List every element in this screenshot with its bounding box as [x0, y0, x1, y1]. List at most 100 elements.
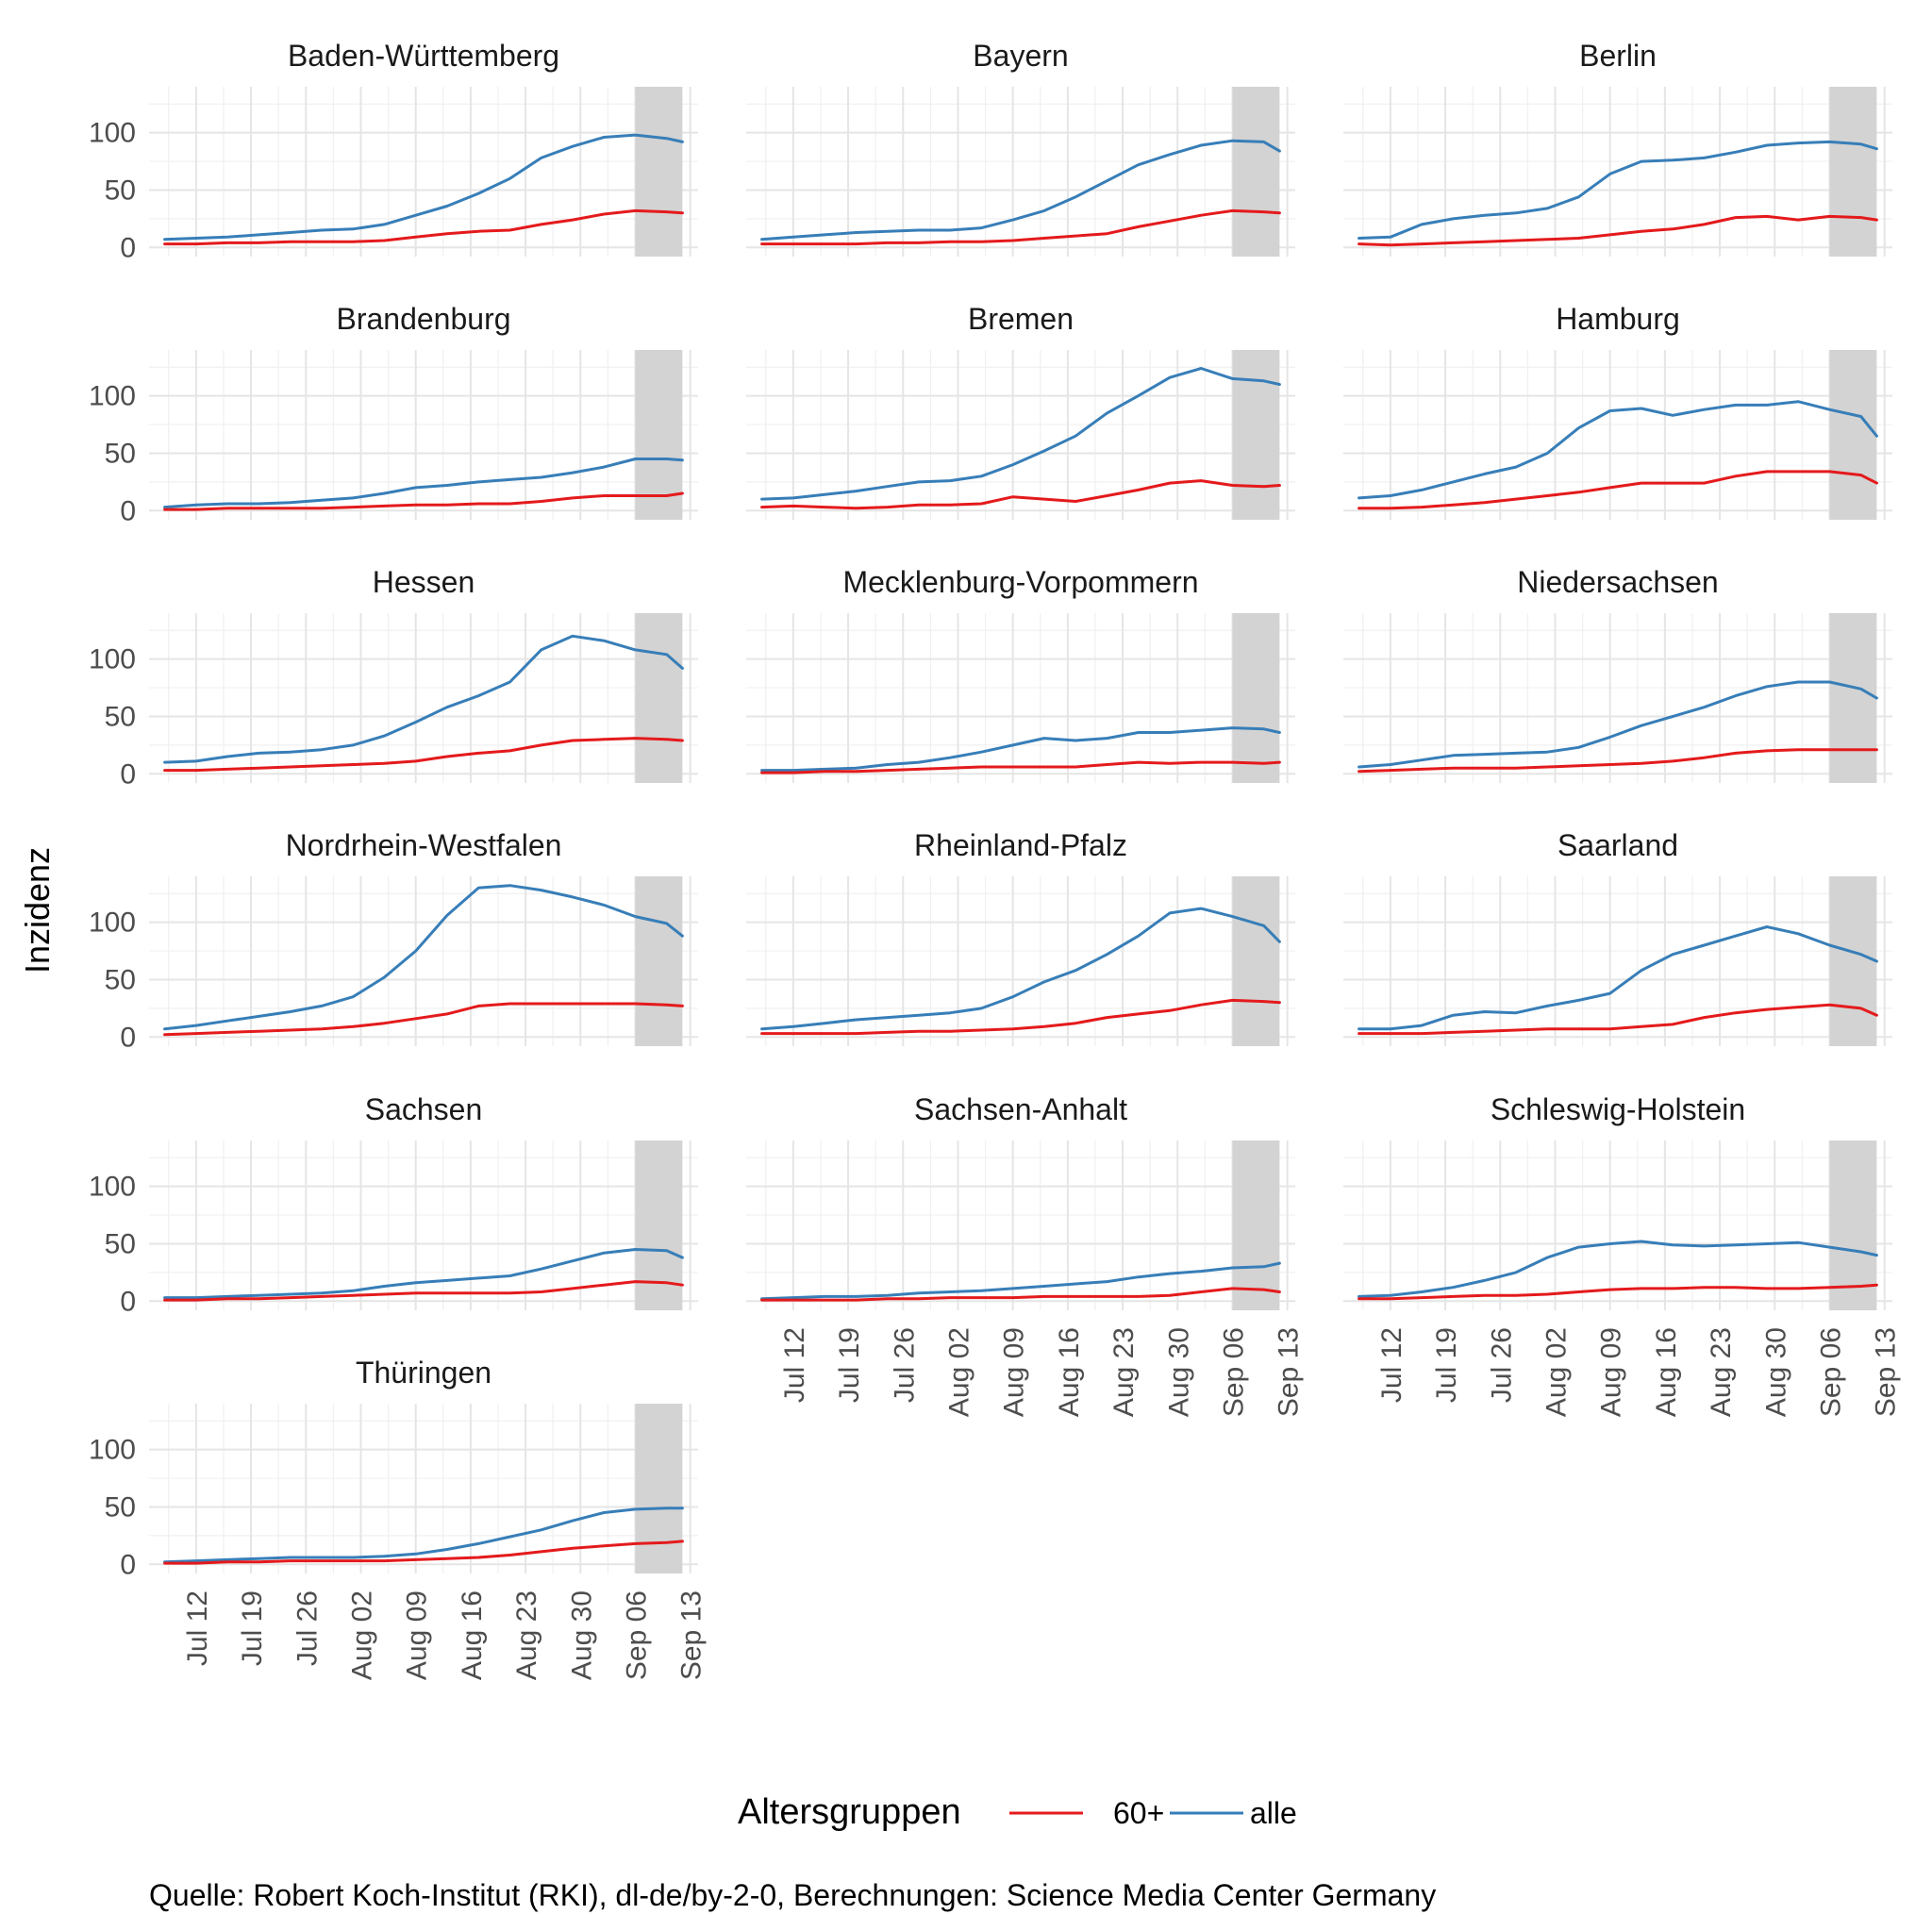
series-line-alle-saarland — [1357, 925, 1878, 1031]
x-tick-label: Sep 13 — [1274, 1327, 1305, 1417]
legend-label-60plus: 60+ — [1113, 1796, 1164, 1830]
facet-title-hessen: Hessen — [373, 565, 475, 599]
facet-mecklenburg-vorpommern: Mecklenburg-Vorpommern — [746, 565, 1295, 783]
y-axis-title: Inzidenz — [18, 847, 57, 974]
x-tick-label: Aug 23 — [1706, 1327, 1737, 1417]
facet-title-baden-wuerttemberg: Baden-Württemberg — [288, 39, 559, 73]
legend-label-alle: alle — [1250, 1796, 1297, 1830]
x-tick-label: Aug 09 — [1596, 1327, 1627, 1417]
shaded-region — [1232, 350, 1280, 520]
y-tick-label: 50 — [105, 1491, 136, 1523]
x-tick-label: Aug 16 — [1054, 1327, 1085, 1417]
x-tick-label: Aug 16 — [457, 1590, 488, 1680]
series-line-60plus-thueringen — [163, 1540, 684, 1565]
y-tick-label: 0 — [120, 1022, 136, 1053]
facet-title-bremen: Bremen — [968, 302, 1074, 336]
x-tick-label: Aug 30 — [1760, 1327, 1791, 1417]
facet-schleswig-holstein: Schleswig-Holstein Jul 12 Jul 19 Jul 26 Aug … — [1343, 1092, 1902, 1417]
y-tick-label: 50 — [105, 438, 136, 469]
x-tick-label: Aug 09 — [402, 1590, 433, 1680]
facet-title-hamburg: Hamburg — [1556, 302, 1680, 336]
x-tick-label: Sep 13 — [1871, 1327, 1902, 1417]
facet-niedersachsen: Niedersachsen — [1343, 565, 1892, 783]
shaded-region — [1232, 87, 1280, 257]
series-line-alle-sachsen-anhalt — [760, 1261, 1281, 1301]
facet-title-sachsen: Sachsen — [365, 1092, 483, 1126]
caption: Quelle: Robert Koch-Institut (RKI), dl-d… — [149, 1878, 1436, 1912]
facet-panels: Baden-Württemberg 0 50 100 Bayern Berlin Brand… — [89, 39, 1902, 1680]
facet-brandenburg: Brandenburg 0 50 100 — [89, 302, 698, 526]
series-line-60plus-bayern — [760, 208, 1281, 246]
series-line-60plus-sachsen-anhalt — [760, 1287, 1281, 1302]
x-tick-label: Jul 19 — [1431, 1327, 1462, 1403]
facet-title-brandenburg: Brandenburg — [336, 302, 510, 336]
y-tick-label: 50 — [105, 175, 136, 206]
y-tick-label: 100 — [89, 1172, 136, 1203]
series-line-alle-berlin — [1357, 140, 1878, 240]
series-line-60plus-brandenburg — [163, 491, 684, 511]
shaded-region — [1829, 1140, 1877, 1310]
y-tick-label: 50 — [105, 701, 136, 732]
y-tick-label: 100 — [89, 1435, 136, 1466]
x-tick-label: Jul 19 — [834, 1327, 865, 1403]
facet-berlin: Berlin — [1343, 39, 1892, 257]
series-line-60plus-schleswig-holstein — [1357, 1283, 1878, 1301]
shaded-region — [1829, 87, 1877, 257]
facet-baden-wuerttemberg: Baden-Württemberg 0 50 100 — [89, 39, 698, 263]
series-line-60plus-mecklenburg-vorpommern — [760, 760, 1281, 774]
series-line-60plus-saarland — [1357, 1003, 1878, 1036]
y-tick-label: 100 — [89, 118, 136, 149]
facet-rheinland-pfalz: Rheinland-Pfalz — [746, 828, 1295, 1046]
series-line-60plus-hamburg — [1357, 470, 1878, 510]
shaded-region — [635, 350, 683, 520]
shaded-region — [1232, 613, 1280, 783]
y-tick-label: 100 — [89, 907, 136, 939]
series-line-alle-hamburg — [1357, 400, 1878, 500]
series-line-alle-baden-wuerttemberg — [163, 133, 684, 241]
series-line-alle-thueringen — [163, 1507, 684, 1564]
x-tick-label: Jul 19 — [237, 1590, 268, 1666]
shaded-region — [1829, 613, 1877, 783]
legend-title: Altersgruppen — [738, 1792, 961, 1832]
shaded-region — [635, 876, 683, 1046]
y-tick-label: 50 — [105, 964, 136, 995]
y-tick-label: 0 — [120, 1286, 136, 1317]
facet-saarland: Saarland — [1343, 828, 1892, 1046]
facet-title-sachsen-anhalt: Sachsen-Anhalt — [914, 1092, 1127, 1126]
x-tick-label: Jul 12 — [182, 1590, 213, 1666]
y-tick-label: 0 — [120, 495, 136, 526]
series-line-alle-bayern — [760, 139, 1281, 241]
facet-title-schleswig-holstein: Schleswig-Holstein — [1491, 1092, 1745, 1126]
facet-title-rheinland-pfalz: Rheinland-Pfalz — [914, 828, 1127, 862]
y-tick-label: 100 — [89, 644, 136, 675]
shaded-region — [635, 1404, 683, 1573]
facet-hessen: Hessen 0 50 100 — [89, 565, 698, 790]
series-line-60plus-sachsen — [163, 1280, 684, 1302]
facet-title-thueringen: Thüringen — [356, 1356, 491, 1390]
series-line-60plus-niedersachsen — [1357, 748, 1878, 774]
series-line-alle-bremen — [760, 367, 1281, 501]
x-tick-label: Aug 02 — [347, 1590, 378, 1680]
shaded-region — [1829, 350, 1877, 520]
facet-title-nordrhein-westfalen: Nordrhein-Westfalen — [286, 828, 562, 862]
x-tick-label: Aug 30 — [566, 1590, 597, 1680]
facet-title-berlin: Berlin — [1579, 39, 1657, 73]
x-tick-label: Aug 02 — [944, 1327, 975, 1417]
x-tick-label: Jul 12 — [1376, 1327, 1407, 1403]
series-line-alle-brandenburg — [163, 458, 684, 509]
y-tick-label: 0 — [120, 1549, 136, 1580]
x-tick-label: Aug 23 — [1108, 1327, 1140, 1417]
shaded-region — [635, 613, 683, 783]
facet-bremen: Bremen — [746, 302, 1295, 520]
x-tick-label: Jul 26 — [291, 1590, 323, 1666]
y-tick-label: 50 — [105, 1228, 136, 1259]
series-line-60plus-nordrhein-westfalen — [163, 1002, 684, 1037]
shaded-region — [1829, 876, 1877, 1046]
x-tick-label: Aug 30 — [1163, 1327, 1194, 1417]
shaded-region — [635, 87, 683, 257]
series-line-alle-rheinland-pfalz — [760, 907, 1281, 1031]
series-line-alle-hessen — [163, 634, 684, 764]
series-line-60plus-berlin — [1357, 214, 1878, 247]
x-tick-label: Aug 02 — [1541, 1327, 1573, 1417]
